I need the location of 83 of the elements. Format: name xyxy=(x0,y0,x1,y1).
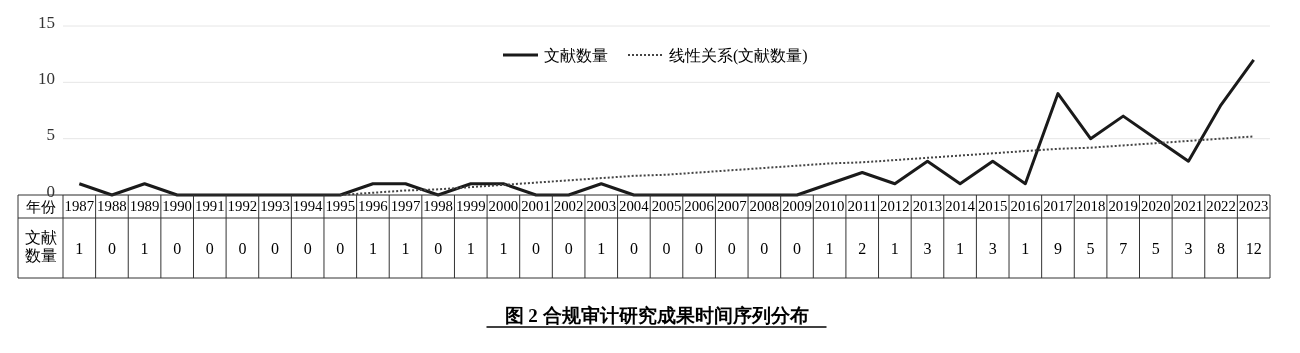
x-tick-label: 1990 xyxy=(162,199,192,215)
data-label: 1 xyxy=(368,239,377,257)
y-tick-label: 0 xyxy=(46,181,55,201)
data-label: 0 xyxy=(336,239,345,257)
x-tick-label: 2003 xyxy=(586,199,617,215)
data-label: 0 xyxy=(107,239,116,257)
data-label: 8 xyxy=(1217,239,1226,257)
data-label: 1 xyxy=(140,239,149,257)
data-label: 1 xyxy=(890,239,899,257)
text: 图 2 合规审计研究成果时间序列分布 xyxy=(504,304,809,326)
data-label: 2 xyxy=(858,239,867,257)
x-tick-label: 1989 xyxy=(129,199,160,215)
x-tick-label: 2012 xyxy=(880,199,910,215)
x-axis-title: 年份 xyxy=(25,198,56,215)
data-label: 0 xyxy=(205,239,214,257)
legend-label: 文献数量 xyxy=(544,46,608,64)
y-tick-label: 15 xyxy=(38,12,55,32)
data-label: 0 xyxy=(629,239,638,257)
data-label: 1 xyxy=(499,239,508,257)
data-label: 0 xyxy=(532,239,541,257)
data-label: 9 xyxy=(1053,239,1062,257)
x-tick-label: 2014 xyxy=(945,199,975,215)
x-tick-label: 2000 xyxy=(488,199,519,215)
data-label: 0 xyxy=(695,239,704,257)
data-label: 5 xyxy=(1151,239,1160,257)
x-tick-label: 2017 xyxy=(1043,199,1073,215)
data-label: 3 xyxy=(988,239,997,257)
x-tick-label: 1997 xyxy=(390,199,421,215)
x-tick-label: 2005 xyxy=(651,199,682,215)
x-tick-label: 1993 xyxy=(260,199,290,215)
x-tick-label: 2020 xyxy=(1141,199,1171,215)
x-tick-label: 2002 xyxy=(553,199,584,215)
data-label: 0 xyxy=(271,239,280,257)
data-label: 0 xyxy=(662,239,671,257)
data-label: 1 xyxy=(401,239,410,257)
x-tick-label: 2007 xyxy=(716,199,747,215)
x-tick-label: 1988 xyxy=(97,199,127,215)
x-tick-label: 2015 xyxy=(977,199,1008,215)
x-tick-label: 2008 xyxy=(749,199,780,215)
data-label: 0 xyxy=(792,239,801,257)
x-tick-label: 2023 xyxy=(1238,199,1269,215)
legend-label: 线性关系(文献数量) xyxy=(669,46,808,65)
x-tick-label: 2021 xyxy=(1173,199,1204,215)
x-tick-label: 2016 xyxy=(1010,199,1041,215)
data-label: 1 xyxy=(1021,239,1030,257)
data-label: 1 xyxy=(75,239,84,257)
data-label: 5 xyxy=(1086,239,1095,257)
data-label: 1 xyxy=(597,239,606,257)
data-label: 0 xyxy=(238,239,247,257)
x-tick-label: 2009 xyxy=(782,199,812,215)
data-label: 1 xyxy=(466,239,475,257)
data-label: 0 xyxy=(434,239,443,257)
x-tick-label: 2006 xyxy=(684,199,714,215)
y-tick-label: 10 xyxy=(38,69,55,89)
data-label: 0 xyxy=(760,239,769,257)
x-tick-label: 2010 xyxy=(814,199,845,215)
x-tick-label: 1996 xyxy=(358,199,388,215)
data-label: 0 xyxy=(727,239,736,257)
x-tick-label: 2018 xyxy=(1075,199,1106,215)
data-label: 1 xyxy=(956,239,965,257)
x-tick-label: 2013 xyxy=(912,199,943,215)
x-tick-label: 2004 xyxy=(619,199,649,215)
data-label: 1 xyxy=(825,239,834,257)
x-tick-label: 1995 xyxy=(325,199,356,215)
y-tick-label: 5 xyxy=(46,125,55,145)
x-tick-label: 1991 xyxy=(194,199,225,215)
x-tick-label: 1999 xyxy=(455,199,486,215)
x-tick-label: 2019 xyxy=(1108,199,1139,215)
text: 文献数量 xyxy=(24,229,57,264)
data-label: 0 xyxy=(303,239,312,257)
x-tick-label: 1992 xyxy=(227,199,258,215)
x-tick-label: 2022 xyxy=(1206,199,1236,215)
data-label: 7 xyxy=(1119,239,1128,257)
data-label: 0 xyxy=(173,239,182,257)
data-label: 3 xyxy=(923,239,932,257)
x-tick-label: 2001 xyxy=(521,199,551,215)
x-tick-label: 1987 xyxy=(64,199,95,215)
x-tick-label: 1998 xyxy=(423,199,453,215)
data-label: 3 xyxy=(1184,239,1193,257)
data-label: 0 xyxy=(564,239,573,257)
data-label: 12 xyxy=(1245,239,1262,257)
x-tick-label: 2011 xyxy=(847,199,878,215)
x-tick-label: 1994 xyxy=(292,199,323,215)
